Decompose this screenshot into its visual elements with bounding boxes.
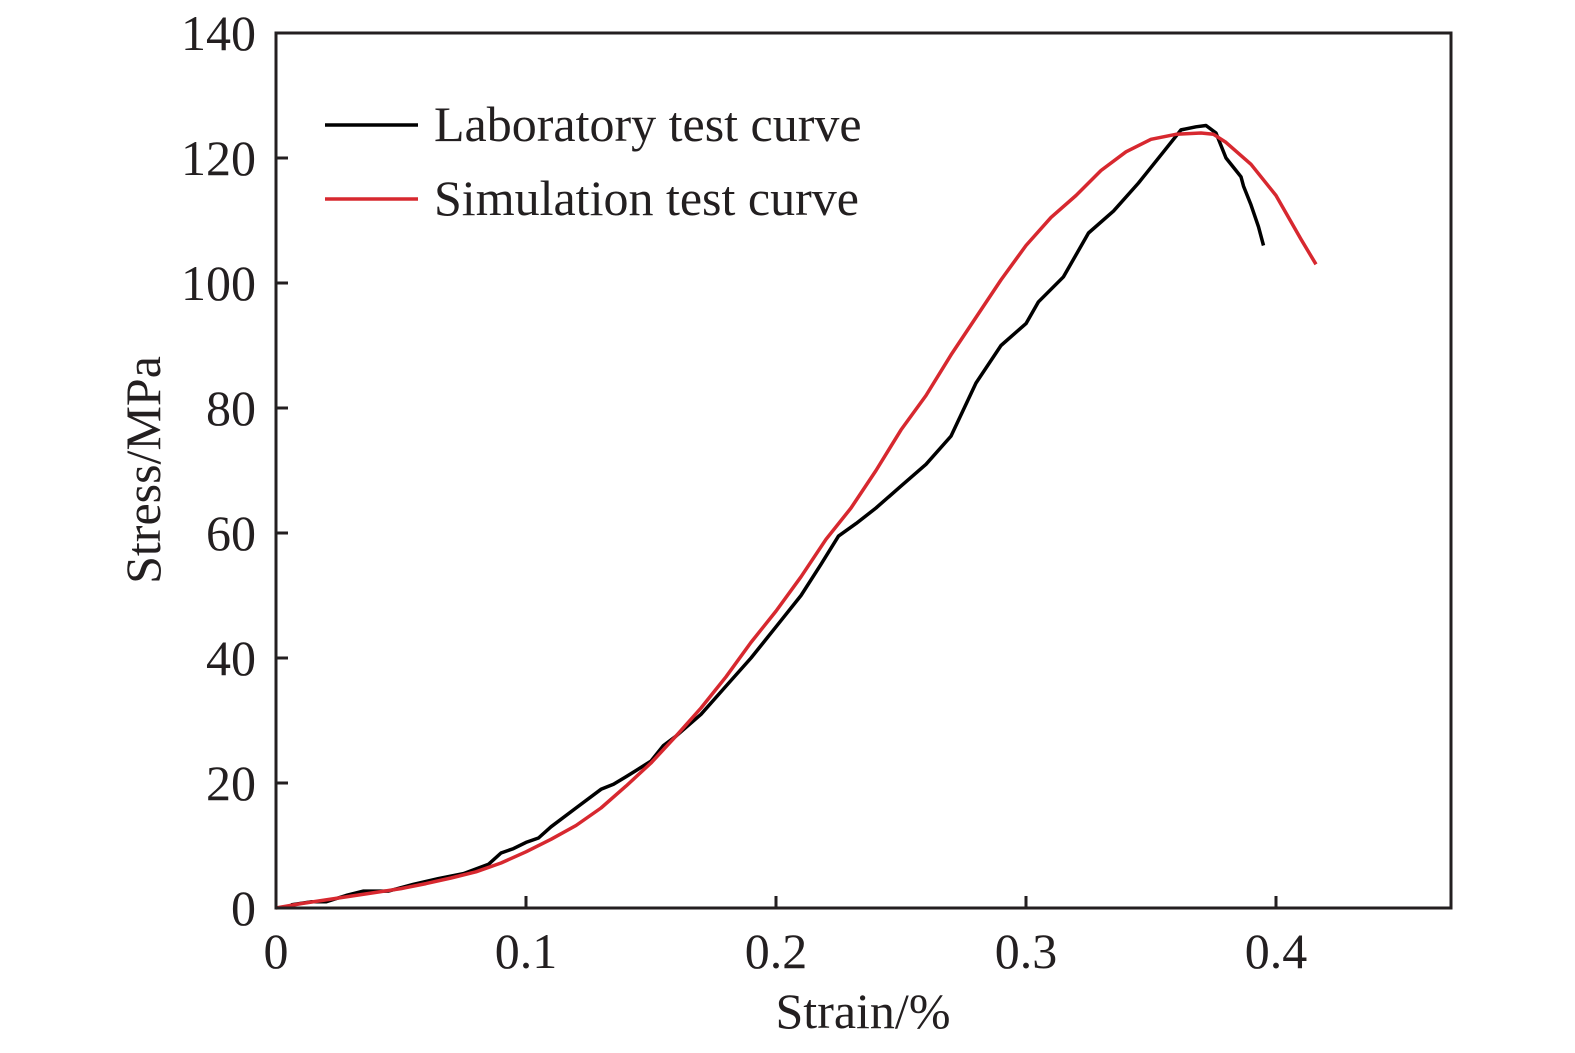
y-tick-label: 140 <box>181 5 256 61</box>
series-layer <box>275 123 1318 910</box>
y-tick-label: 120 <box>181 130 256 186</box>
x-tick-label: 0.2 <box>745 923 808 979</box>
legend-label-laboratory: Laboratory test curve <box>434 96 862 152</box>
y-tick-label: 100 <box>181 255 256 311</box>
x-tick-label: 0.4 <box>1245 923 1308 979</box>
series-line-simulation <box>275 131 1318 910</box>
legend: Laboratory test curve Simulation test cu… <box>325 96 862 226</box>
y-tick-label: 40 <box>206 630 256 686</box>
x-tick-label: 0.1 <box>495 923 558 979</box>
y-tick-label: 0 <box>231 880 256 936</box>
y-tick-label: 80 <box>206 380 256 436</box>
x-tick-label: 0.3 <box>995 923 1058 979</box>
plot-border <box>274 31 1453 910</box>
axis-ticks <box>276 156 1278 908</box>
axis-tick-labels: 0 20 40 60 80 100 120 140 0 0.1 0.2 0.3 0.4 <box>181 5 1307 979</box>
y-tick-label: 20 <box>206 755 256 811</box>
x-axis-title: Strain/% <box>776 983 951 1039</box>
series-line-laboratory <box>290 123 1266 907</box>
y-axis-title: Stress/MPa <box>115 356 171 584</box>
plot-frame <box>274 31 1453 910</box>
legend-label-simulation: Simulation test curve <box>434 170 859 226</box>
y-tick-label: 60 <box>206 505 256 561</box>
x-tick-label: 0 <box>264 923 289 979</box>
